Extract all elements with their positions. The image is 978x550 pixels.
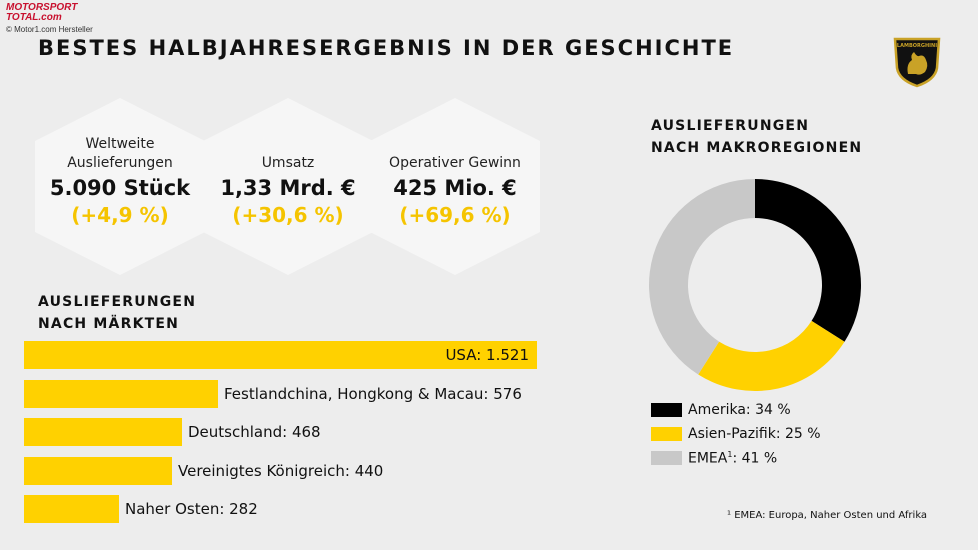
kpi-deliveries: Weltweite Auslieferungen 5.090 Stück (+4…: [40, 135, 200, 227]
legend-swatch-emea: [651, 451, 682, 465]
legend-label: Asien-Pazifik: 25 %: [688, 426, 821, 442]
bar-1: [24, 341, 537, 369]
legend-item-amerika: Amerika: 34 %: [651, 402, 791, 418]
kpi-change: (+4,9 %): [71, 203, 169, 227]
bar-3: [24, 418, 182, 446]
kpi-change: (+30,6 %): [232, 203, 344, 227]
kpi-operating-profit: Operativer Gewinn 425 Mio. € (+69,6 %): [375, 135, 535, 227]
emblem-text: LAMBORGHINI: [897, 43, 937, 49]
bar-2: [24, 380, 218, 408]
emea-footnote: ¹ EMEA: Europa, Naher Osten und Afrika: [727, 510, 928, 521]
bar-label-1: USA: 1.521: [445, 346, 529, 364]
motorsport-total-logo: MOTORSPORT TOTAL.com: [6, 3, 77, 23]
image-credit: © Motor1.com Hersteller: [6, 25, 93, 34]
legend-label: Amerika: 34 %: [688, 402, 791, 418]
emea-name: EMEA: [688, 450, 728, 467]
donut-slice-asien-pazifik: [698, 320, 845, 391]
kpi-value: 5.090 Stück: [49, 176, 191, 200]
bar-label-4: Vereinigtes Königreich: 440: [178, 462, 384, 480]
emea-footnote-mark: 1: [727, 449, 733, 459]
legend-item-emea: EMEA1: 41 %: [651, 450, 777, 466]
kpi-value: 425 Mio. €: [393, 176, 517, 200]
logo-line-2: TOTAL.com: [6, 12, 62, 23]
regions-chart-title: AUSLIEFERUNGEN NACH MAKROREGIONEN: [651, 115, 862, 159]
bar-label-5: Naher Osten: 282: [125, 500, 258, 518]
legend-swatch-asien-pazifik: [651, 427, 682, 441]
bar-4: [24, 457, 172, 485]
kpi-revenue: Umsatz 1,33 Mrd. € (+30,6 %): [208, 135, 368, 227]
markets-title-line-2: NACH MÄRKTEN: [38, 316, 180, 332]
markets-title-line-1: AUSLIEFERUNGEN: [38, 294, 197, 310]
regions-title-line-2: NACH MAKROREGIONEN: [651, 140, 863, 156]
bar-5: [24, 495, 119, 523]
kpi-change: (+69,6 %): [399, 203, 511, 227]
kpi-label: Umsatz: [261, 155, 315, 171]
bar-label-3: Deutschland: 468: [188, 423, 321, 441]
page-title: BESTES HALBJAHRESERGEBNIS IN DER GESCHIC…: [38, 36, 735, 60]
emea-value: : 41 %: [732, 450, 778, 467]
regions-donut-chart: [648, 179, 861, 391]
bull-icon: [907, 52, 928, 75]
legend-item-asien-pazifik: Asien-Pazifik: 25 %: [651, 426, 821, 442]
donut-slice-amerika: [755, 179, 861, 342]
lamborghini-emblem: LAMBORGHINI: [893, 37, 941, 88]
kpi-label: Operativer Gewinn: [389, 155, 521, 171]
legend-swatch-amerika: [651, 403, 682, 417]
legend-label-emea: EMEA1: 41 %: [688, 450, 777, 467]
bar-label-2: Festlandchina, Hongkong & Macau: 576: [224, 385, 522, 403]
markets-chart-title: AUSLIEFERUNGEN NACH MÄRKTEN: [38, 291, 196, 335]
kpi-label: Weltweite Auslieferungen: [67, 136, 173, 171]
logo-line-1: MOTORSPORT: [6, 2, 78, 13]
kpi-value: 1,33 Mrd. €: [220, 176, 356, 200]
regions-title-line-1: AUSLIEFERUNGEN: [651, 118, 810, 134]
donut-slice-emea: [648, 179, 755, 375]
